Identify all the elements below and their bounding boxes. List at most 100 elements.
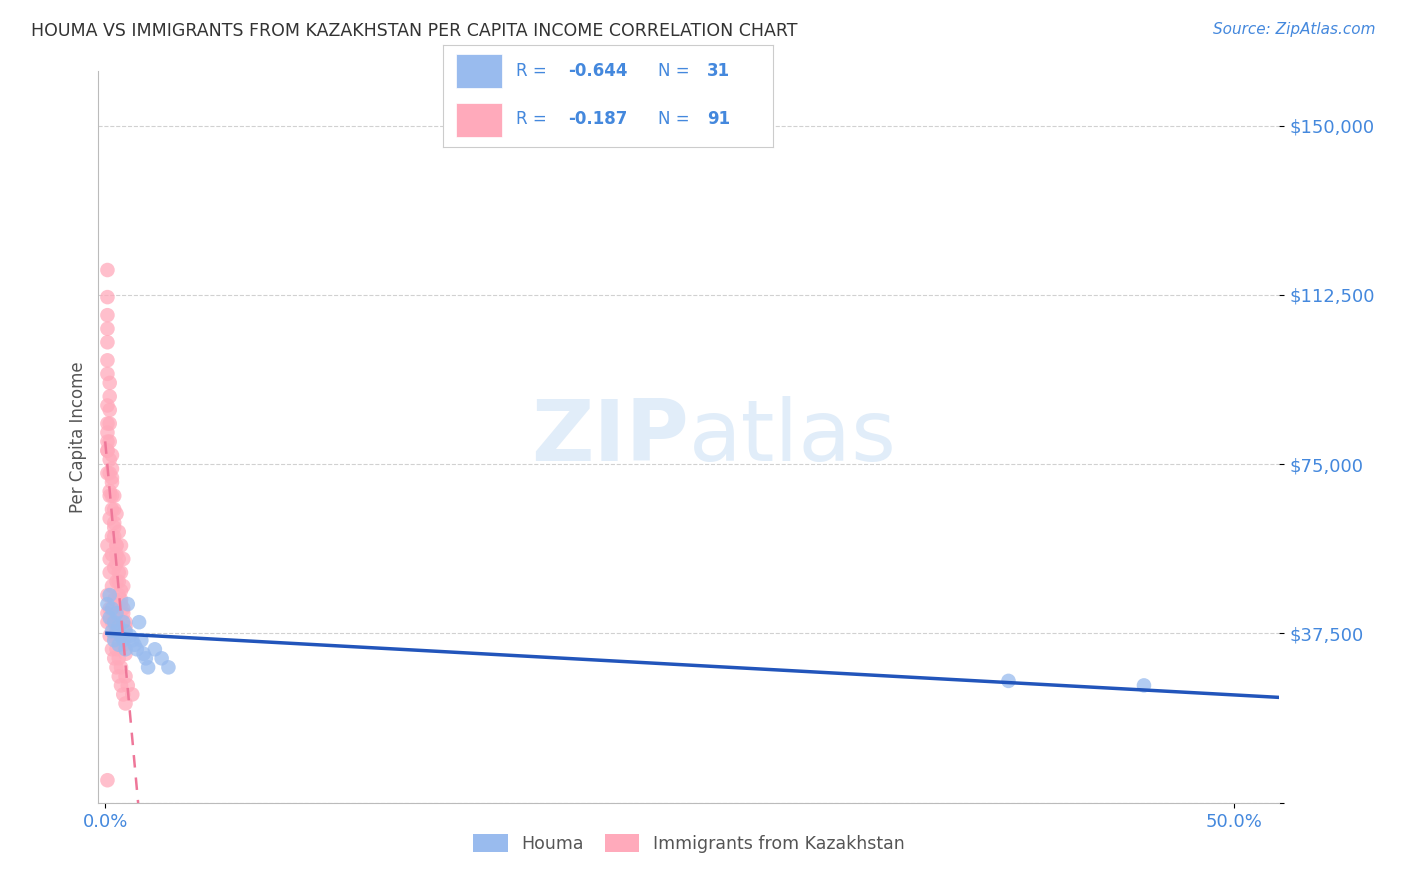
Point <box>105 606 128 620</box>
Point <box>98 552 121 566</box>
Point <box>121 688 143 702</box>
Point <box>107 524 129 539</box>
Point <box>105 624 128 639</box>
Point <box>1133 678 1156 692</box>
Bar <box>456 103 502 137</box>
Point <box>124 638 146 652</box>
Point <box>107 574 129 589</box>
Point <box>96 615 118 630</box>
Point <box>107 552 129 566</box>
Text: HOUMA VS IMMIGRANTS FROM KAZAKHSTAN PER CAPITA INCOME CORRELATION CHART: HOUMA VS IMMIGRANTS FROM KAZAKHSTAN PER … <box>31 22 797 40</box>
Point <box>96 466 118 480</box>
Point <box>105 557 128 571</box>
Point <box>112 552 135 566</box>
Text: -0.644: -0.644 <box>568 62 628 79</box>
Point <box>96 322 118 336</box>
Point <box>98 511 121 525</box>
Point <box>114 697 136 711</box>
Point <box>103 502 125 516</box>
Point <box>105 574 128 589</box>
Point <box>112 638 135 652</box>
Point <box>98 610 121 624</box>
Point <box>118 629 141 643</box>
Point <box>101 529 124 543</box>
Point <box>150 651 173 665</box>
Point <box>96 335 118 350</box>
Point <box>117 678 139 692</box>
Point <box>136 660 159 674</box>
Point <box>112 688 135 702</box>
Point <box>101 615 124 630</box>
Point <box>157 660 180 674</box>
Point <box>96 308 118 322</box>
Point <box>121 633 143 648</box>
Point <box>103 561 125 575</box>
Point <box>103 529 125 543</box>
Text: -0.187: -0.187 <box>568 111 628 128</box>
Point <box>96 263 118 277</box>
Point <box>112 579 135 593</box>
Point <box>98 489 121 503</box>
Point <box>96 399 118 413</box>
Text: R =: R = <box>516 62 551 79</box>
Legend: Houma, Immigrants from Kazakhstan: Houma, Immigrants from Kazakhstan <box>465 827 912 860</box>
Point <box>107 651 129 665</box>
Point <box>101 475 124 490</box>
Point <box>110 678 132 692</box>
Point <box>105 538 128 552</box>
Point <box>96 434 118 449</box>
Text: ZIP: ZIP <box>531 395 689 479</box>
Point <box>107 620 129 634</box>
Point <box>98 466 121 480</box>
Point <box>96 773 118 788</box>
Point <box>96 443 118 458</box>
Point <box>98 403 121 417</box>
Point <box>98 389 121 403</box>
Point <box>114 669 136 683</box>
Point <box>101 601 124 615</box>
Point <box>96 353 118 368</box>
Point <box>110 538 132 552</box>
Point <box>98 434 121 449</box>
Point <box>96 425 118 440</box>
Point <box>107 620 129 634</box>
Point <box>997 673 1019 688</box>
Point <box>107 566 129 580</box>
Point <box>96 588 118 602</box>
Point <box>110 583 132 598</box>
Point <box>112 633 135 648</box>
Point <box>125 642 148 657</box>
Point <box>96 417 118 431</box>
Point <box>101 548 124 562</box>
Point <box>96 290 118 304</box>
Point <box>143 642 166 657</box>
Point <box>105 606 128 620</box>
Point <box>117 597 139 611</box>
Point <box>103 592 125 607</box>
Point <box>114 647 136 661</box>
Point <box>101 489 124 503</box>
Point <box>112 601 135 615</box>
Point <box>112 615 135 630</box>
Point <box>128 615 150 630</box>
Point <box>98 484 121 499</box>
Point <box>98 588 121 602</box>
Point <box>131 633 153 648</box>
Point <box>114 624 136 639</box>
Bar <box>456 54 502 87</box>
Point <box>96 606 118 620</box>
Point <box>110 597 132 611</box>
Text: N =: N = <box>658 62 695 79</box>
Point <box>114 620 136 634</box>
Point <box>105 660 128 674</box>
Point <box>98 629 121 643</box>
Point <box>105 548 128 562</box>
Point <box>96 443 118 458</box>
Point <box>105 538 128 552</box>
Point <box>101 461 124 475</box>
Point <box>105 642 128 657</box>
Point <box>103 615 125 630</box>
Point <box>101 624 124 639</box>
Point <box>103 520 125 534</box>
Point <box>132 647 155 661</box>
